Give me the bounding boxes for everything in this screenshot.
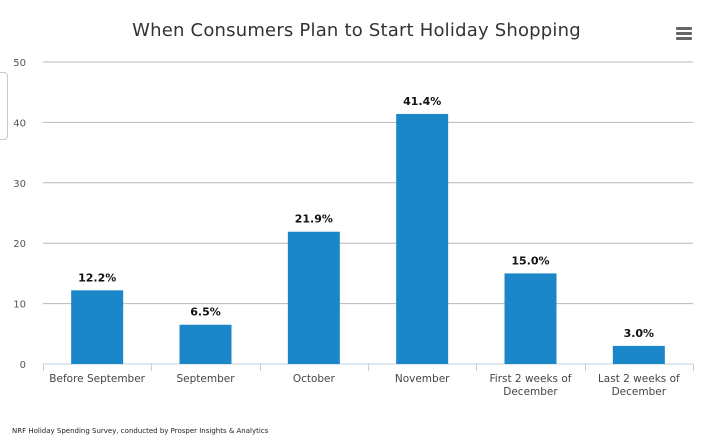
chart-title: When Consumers Plan to Start Holiday Sho… [132, 20, 581, 41]
x-tick-label: September [176, 373, 235, 385]
x-tick-label: December [503, 386, 558, 398]
y-tick-label: 20 [13, 239, 26, 250]
x-tick-label: Before September [49, 373, 145, 385]
bar [612, 345, 665, 364]
grid-lines [43, 61, 693, 305]
x-tick-label: Last 2 weeks of [598, 373, 680, 385]
menu-line-icon [676, 27, 692, 30]
side-panel-handle[interactable] [0, 72, 8, 140]
bars [71, 113, 665, 364]
x-tick-label: October [293, 373, 336, 385]
x-tick-label: December [612, 386, 667, 398]
bar [287, 231, 340, 364]
hamburger-menu-icon[interactable] [674, 26, 694, 42]
data-label: 41.4% [403, 95, 441, 108]
source-note: NRF Holiday Spending Survey, conducted b… [12, 427, 269, 435]
menu-line-icon [676, 32, 692, 35]
x-tick-label: First 2 weeks of [490, 373, 572, 385]
data-label: 6.5% [190, 306, 221, 319]
bar [396, 113, 449, 364]
y-tick-label: 10 [13, 300, 26, 311]
data-label: 15.0% [511, 254, 549, 267]
bar [504, 273, 557, 364]
y-tick-label: 30 [13, 179, 26, 190]
y-axis: 0 10 20 30 40 50 [13, 58, 26, 371]
x-tick-label: November [395, 373, 450, 385]
y-tick-label: 40 [13, 118, 26, 129]
bar [71, 290, 124, 364]
x-axis: Before September September October November… [43, 363, 694, 398]
data-label: 21.9% [295, 213, 333, 226]
y-tick-label: 0 [20, 360, 26, 371]
menu-line-icon [676, 37, 692, 40]
y-tick-label: 50 [13, 58, 26, 69]
bar [179, 324, 232, 364]
data-label: 3.0% [624, 327, 655, 340]
data-label: 12.2% [78, 271, 116, 284]
data-labels: 12.2% 6.5% 21.9% 41.4% 15.0% 3.0% [78, 95, 654, 340]
